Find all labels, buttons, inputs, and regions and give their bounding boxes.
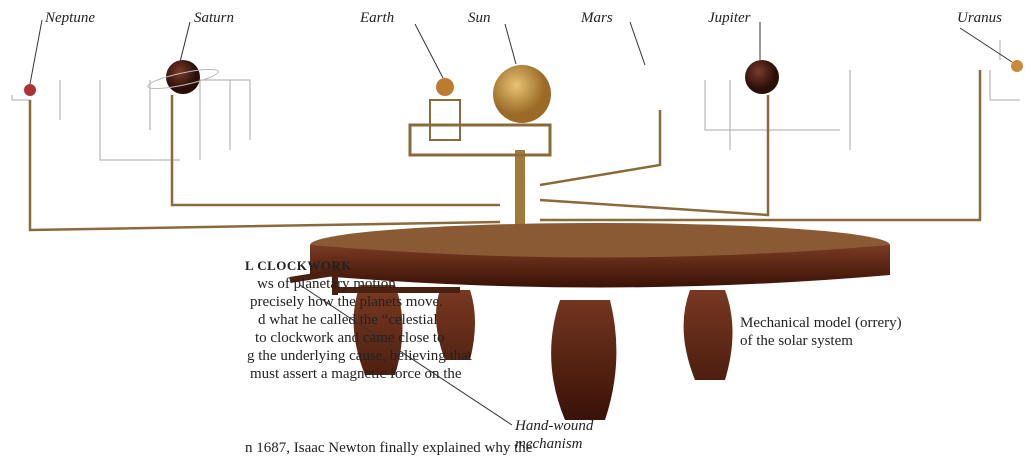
sidebar-text: precisely how the planets move. xyxy=(250,294,443,310)
caption: of the solar system xyxy=(740,333,853,349)
planet-label: Earth xyxy=(359,10,394,26)
planet-label: Jupiter xyxy=(708,10,751,26)
planet xyxy=(166,60,200,94)
sidebar-heading: L CLOCKWORK xyxy=(245,258,352,273)
planet-label: Uranus xyxy=(957,10,1002,26)
planet xyxy=(436,78,454,96)
sidebar-text: d what he called the “celestial xyxy=(258,312,438,328)
sidebar-text: ws of planetary motion xyxy=(257,276,396,292)
page: Neptune Saturn Earth Sun Mars Jupiter Ur… xyxy=(0,0,1033,456)
sidebar-text: to clockwork and came close to xyxy=(255,330,445,346)
planet xyxy=(24,84,36,96)
orrery xyxy=(12,40,1023,420)
caption: Mechanical model (orrery) xyxy=(740,315,902,331)
planet xyxy=(745,60,779,94)
planet-label: Mars xyxy=(580,10,613,26)
planet-label: Neptune xyxy=(44,10,95,26)
planet xyxy=(1011,60,1023,72)
sidebar-text: n 1687, Isaac Newton finally explained w… xyxy=(245,440,533,456)
callout: Hand-wound xyxy=(514,418,594,434)
planet-label: Sun xyxy=(468,10,491,26)
planet xyxy=(493,65,551,123)
sidebar-text: g the underlying cause, believing that xyxy=(247,348,473,364)
planet-label: Saturn xyxy=(194,10,234,26)
sidebar-text: must assert a magnetic force on the xyxy=(250,366,462,382)
